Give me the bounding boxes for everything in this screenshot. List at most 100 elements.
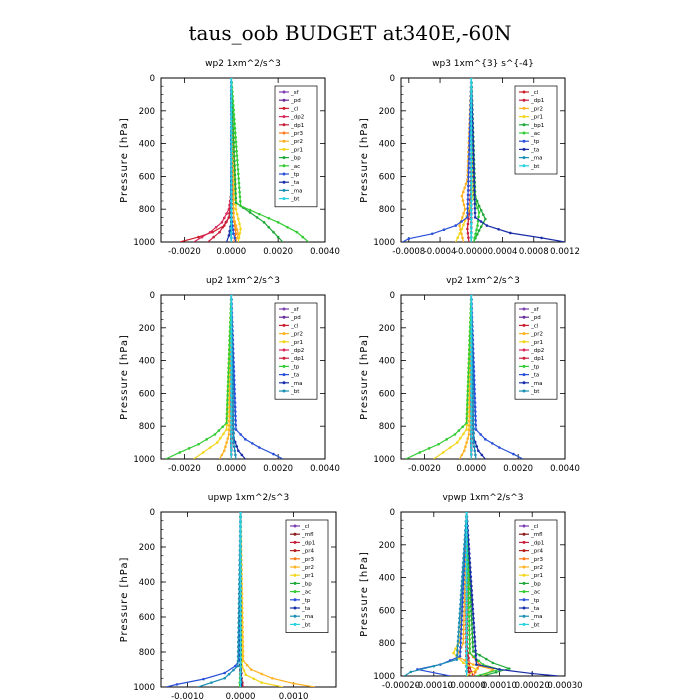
series-point-ta bbox=[473, 207, 477, 210]
legend-marker bbox=[522, 581, 526, 585]
series-point-tp bbox=[442, 228, 446, 231]
series-point-pr2 bbox=[222, 449, 226, 453]
legend-label: _ac bbox=[530, 131, 540, 137]
series-point-bt bbox=[229, 393, 233, 397]
legend-marker bbox=[522, 540, 526, 544]
series-point-ta bbox=[473, 202, 477, 206]
series-point-bt bbox=[229, 389, 233, 392]
series-point-bt bbox=[229, 140, 233, 144]
series-point-tp bbox=[473, 383, 476, 386]
legend-label: _dp1 bbox=[530, 98, 544, 104]
x-tick-label: 0.0000 bbox=[216, 464, 246, 474]
legend-marker bbox=[282, 156, 286, 160]
panel-title: wp3 1xm^{3} s^{-4} bbox=[432, 59, 534, 69]
series-point-bt bbox=[239, 680, 242, 684]
series-point-ta bbox=[227, 234, 231, 237]
series-point-pr1 bbox=[252, 677, 256, 680]
series-point-bt bbox=[469, 321, 473, 324]
y-tick-label: 600 bbox=[379, 172, 395, 182]
series-point-bt bbox=[239, 573, 242, 577]
legend: _cl _mfl _dp1 _pr4 _pr3 _pr2 _pr1 _bp _ac _tp _ta _… bbox=[285, 519, 329, 633]
series-point-bt bbox=[229, 213, 233, 216]
legend-label: _dp2 bbox=[530, 348, 544, 354]
series-point-ma bbox=[458, 616, 461, 620]
series-point-bt bbox=[239, 569, 242, 572]
y-tick-label: 1000 bbox=[373, 672, 395, 682]
x-tick-label: 0.0000 bbox=[456, 464, 486, 474]
series-point-pr2 bbox=[235, 236, 239, 240]
series-point-pr2 bbox=[468, 401, 471, 405]
series-point-bp bbox=[232, 150, 236, 154]
legend-marker bbox=[282, 340, 286, 344]
series-point-bp bbox=[232, 155, 236, 158]
legend-label: _pr4 bbox=[530, 549, 544, 555]
series-point-ta bbox=[474, 658, 478, 662]
series-point-bt bbox=[465, 519, 468, 523]
series-point-pr2 bbox=[260, 672, 264, 676]
series-point-ta bbox=[477, 449, 480, 453]
series-point-ma bbox=[232, 445, 236, 449]
series-point-ac bbox=[286, 225, 289, 229]
legend-label: _pr3 bbox=[290, 131, 304, 137]
legend-marker bbox=[522, 332, 526, 336]
series-point-ac bbox=[226, 394, 229, 397]
series-point-tp bbox=[459, 646, 462, 649]
series-point-bt bbox=[239, 637, 242, 640]
legend-marker bbox=[522, 381, 526, 385]
panel-title: up2 1xm^2/s^3 bbox=[206, 276, 280, 286]
series-point-tp bbox=[461, 596, 465, 599]
series-point-dp2 bbox=[222, 216, 226, 220]
legend-marker bbox=[293, 598, 297, 602]
y-tick-label: 800 bbox=[139, 648, 155, 658]
series-point-bt bbox=[465, 542, 468, 546]
series-point-bt bbox=[229, 434, 233, 438]
series-point-ac bbox=[467, 610, 471, 614]
legend-label: _ac bbox=[301, 590, 311, 596]
series-point-tp bbox=[272, 452, 275, 456]
series-point-bt bbox=[229, 126, 233, 130]
series-point-bt bbox=[469, 389, 473, 392]
y-tick-label: 200 bbox=[379, 541, 395, 551]
series-point-bt bbox=[465, 670, 468, 673]
series-point-ta bbox=[235, 445, 239, 448]
series-point-ac bbox=[467, 366, 470, 370]
legend-marker bbox=[522, 606, 526, 610]
series-point-bt bbox=[469, 149, 473, 153]
series-point-tp bbox=[466, 211, 469, 215]
legend-marker bbox=[293, 581, 297, 585]
series-point-bp bbox=[469, 605, 473, 608]
series-point-tp bbox=[239, 433, 242, 436]
series-point-bt bbox=[465, 533, 468, 537]
series-point-pr1 bbox=[462, 223, 465, 227]
series-point-ac bbox=[197, 442, 200, 446]
series-point-ta bbox=[473, 198, 476, 201]
series-point-tp bbox=[233, 387, 236, 391]
series-point-bt bbox=[239, 583, 242, 587]
series-point-pr2 bbox=[220, 453, 224, 457]
series-point-bt bbox=[465, 597, 468, 600]
series-point-pr2 bbox=[462, 605, 466, 609]
series-point-bt bbox=[465, 592, 468, 596]
series-point-ma bbox=[472, 441, 475, 444]
series-point-bt bbox=[229, 85, 233, 89]
series-point-ac bbox=[474, 232, 477, 236]
series-point-bt bbox=[229, 380, 233, 383]
series-point-tp bbox=[467, 153, 471, 156]
legend-marker bbox=[282, 197, 286, 201]
series-point-ac bbox=[481, 663, 485, 666]
series-point-ac bbox=[468, 628, 471, 632]
series-point-ac bbox=[267, 216, 271, 220]
series-point-bt bbox=[229, 439, 233, 443]
series-point-pr2 bbox=[468, 410, 471, 414]
series-point-ac bbox=[465, 417, 469, 420]
legend-label: _cl bbox=[290, 106, 299, 112]
series-point-ac bbox=[457, 429, 461, 432]
y-tick-label: 400 bbox=[139, 578, 155, 588]
series-point-ma bbox=[460, 584, 463, 588]
series-point-bt bbox=[469, 430, 473, 433]
series-point-bt bbox=[229, 334, 233, 338]
y-axis-label: Pressure [hPa] bbox=[119, 117, 130, 203]
series-point-tp bbox=[233, 396, 237, 400]
x-tick-label: -0.0008 bbox=[392, 247, 425, 257]
legend-marker bbox=[293, 590, 297, 594]
